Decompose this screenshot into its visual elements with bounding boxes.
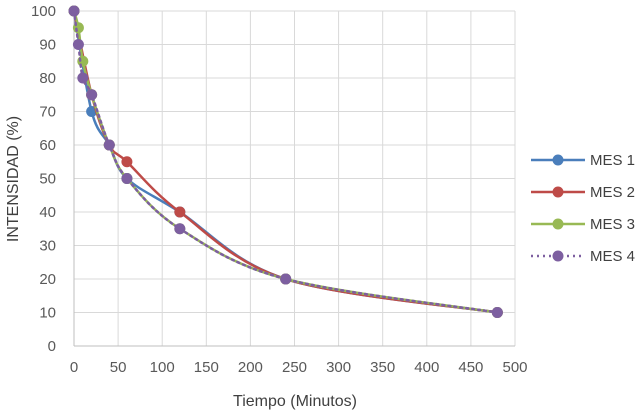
legend-label: MES 2 bbox=[590, 184, 635, 201]
x-tick-label: 400 bbox=[414, 359, 439, 376]
y-tick-label: 10 bbox=[39, 305, 56, 322]
y-tick-label: 90 bbox=[39, 37, 56, 54]
legend-marker bbox=[552, 250, 564, 262]
x-tick-label: 450 bbox=[458, 359, 483, 376]
legend-entry: MES 2 bbox=[531, 184, 635, 201]
x-tick-label: 350 bbox=[370, 359, 395, 376]
y-tick-label: 30 bbox=[39, 238, 56, 255]
y-tick-label: 0 bbox=[48, 338, 56, 355]
y-tick-label: 50 bbox=[39, 171, 56, 188]
data-point bbox=[77, 55, 89, 67]
gridlines bbox=[74, 10, 516, 346]
legend-entry: MES 1 bbox=[531, 152, 635, 169]
y-tick-label: 70 bbox=[39, 104, 56, 121]
series-mes-1 bbox=[68, 5, 503, 318]
legend-label: MES 3 bbox=[590, 216, 635, 233]
x-tick-label: 100 bbox=[150, 359, 175, 376]
x-tick-label: 500 bbox=[502, 359, 527, 376]
x-tick-label: 150 bbox=[194, 359, 219, 376]
legend-marker bbox=[552, 186, 564, 198]
x-tick-label: 50 bbox=[110, 359, 127, 376]
x-tick-labels: 0 50 100 150 200 250 300 350 400 450 500 bbox=[70, 359, 528, 376]
series-mes-3 bbox=[68, 5, 503, 318]
y-tick-label: 100 bbox=[31, 3, 56, 20]
data-point bbox=[174, 206, 186, 218]
y-axis-title: INTENSIDAD (%) bbox=[5, 116, 22, 242]
y-tick-label: 20 bbox=[39, 271, 56, 288]
data-point bbox=[121, 156, 133, 168]
x-tick-label: 0 bbox=[70, 359, 78, 376]
legend-label: MES 1 bbox=[590, 152, 635, 169]
data-point bbox=[103, 139, 115, 151]
legend-label: MES 4 bbox=[590, 248, 635, 265]
data-point bbox=[77, 72, 89, 84]
data-point bbox=[174, 223, 186, 235]
x-tick-label: 300 bbox=[326, 359, 351, 376]
series-line bbox=[72, 9, 499, 314]
series-mes-2 bbox=[68, 5, 503, 318]
y-tick-label: 60 bbox=[39, 137, 56, 154]
legend-marker bbox=[552, 154, 564, 166]
x-axis-title: Tiempo (Minutos) bbox=[233, 393, 357, 410]
series-mes-4 bbox=[68, 5, 503, 318]
series-line bbox=[72, 9, 499, 314]
series-line bbox=[72, 9, 499, 314]
data-point bbox=[121, 173, 133, 184]
legend: MES 1 MES 2 MES 3 MES 4 bbox=[531, 152, 635, 265]
series-lines bbox=[68, 5, 503, 318]
legend-entry: MES 4 bbox=[531, 248, 635, 265]
axes bbox=[73, 11, 515, 347]
x-tick-label: 200 bbox=[238, 359, 263, 376]
x-tick-label: 250 bbox=[282, 359, 307, 376]
y-tick-label: 40 bbox=[39, 204, 56, 221]
y-tick-label: 80 bbox=[39, 70, 56, 87]
data-point bbox=[68, 5, 80, 17]
data-point bbox=[491, 307, 503, 318]
data-point bbox=[72, 39, 84, 50]
data-point bbox=[86, 89, 98, 101]
series-line bbox=[72, 9, 499, 314]
legend-marker bbox=[552, 218, 564, 230]
legend-entry: MES 3 bbox=[531, 216, 635, 233]
y-tick-labels: 0 10 20 30 40 50 60 70 80 90 100 bbox=[31, 3, 56, 355]
data-point bbox=[280, 273, 292, 285]
